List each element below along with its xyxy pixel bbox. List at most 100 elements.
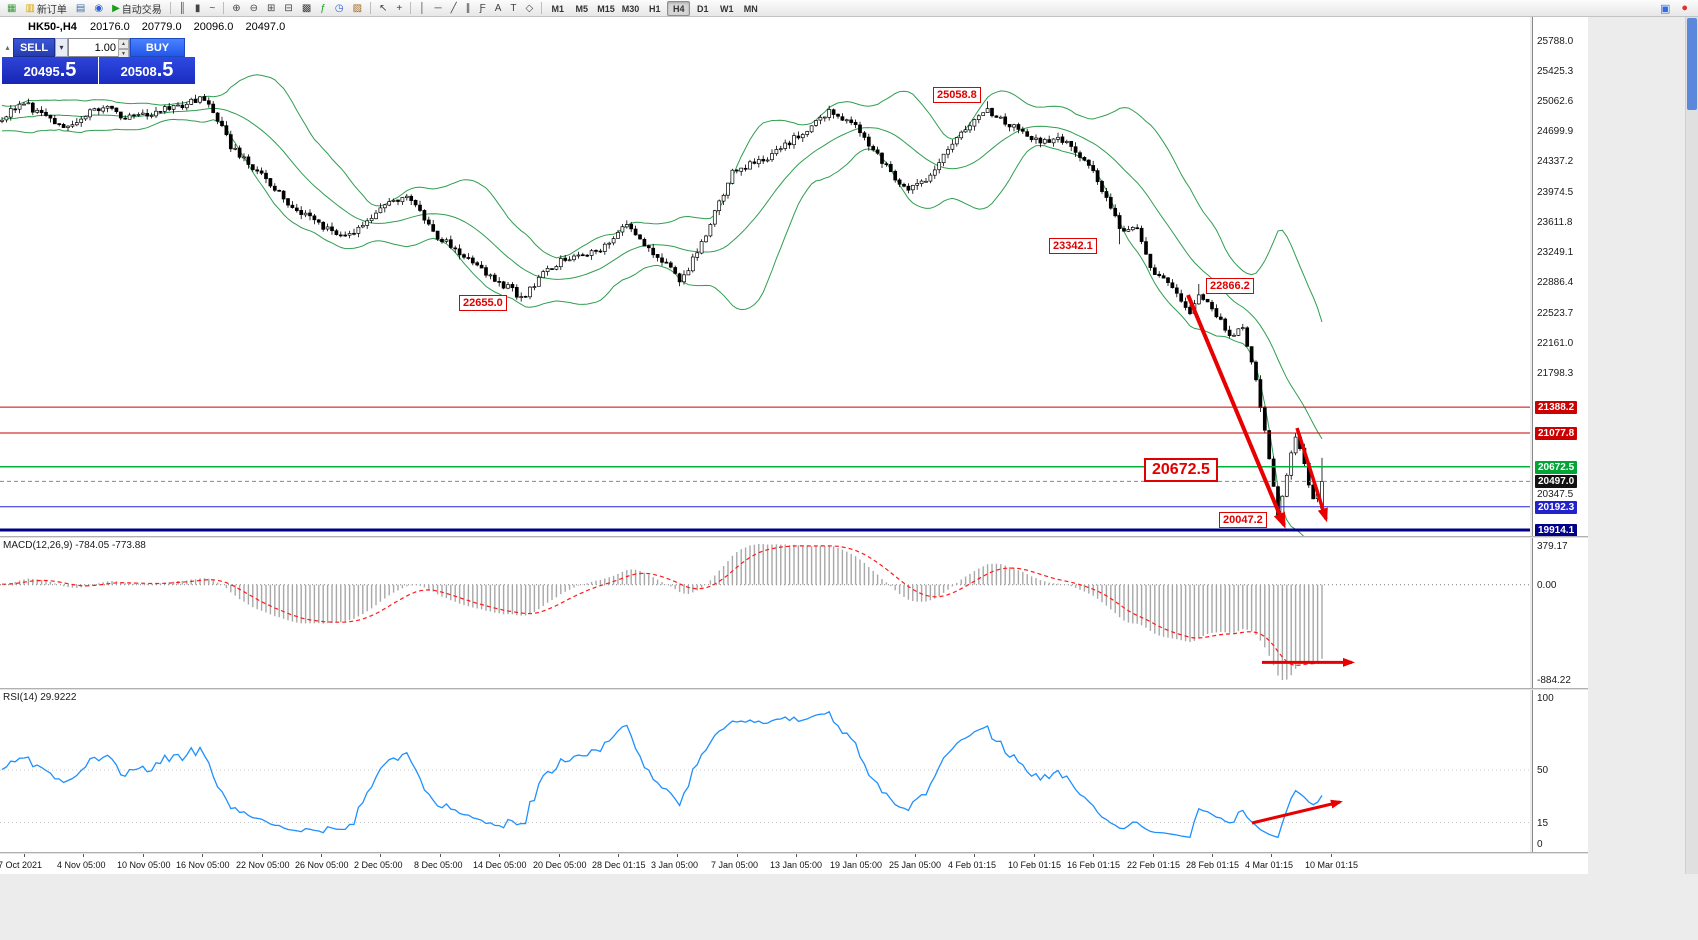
price-callout[interactable]: 22866.2 xyxy=(1206,278,1254,294)
time-axis-label: 22 Feb 01:15 xyxy=(1127,860,1181,870)
time-axis-label: 28 Feb 01:15 xyxy=(1186,860,1240,870)
channel-icon[interactable]: ∥ xyxy=(462,1,475,16)
volume-input[interactable]: 1.00 ▲ ▼ xyxy=(68,38,130,59)
scrollbar-thumb[interactable] xyxy=(1687,18,1697,110)
crosshair-icon[interactable]: + xyxy=(392,1,406,16)
time-axis-tick xyxy=(1212,854,1213,857)
timeframe-mn-button[interactable]: MN xyxy=(743,3,758,14)
price-axis-tick: 23611.8 xyxy=(1537,217,1573,228)
rsi-axis-label: 15 xyxy=(1537,818,1549,829)
indicators-icon[interactable]: ƒ xyxy=(316,1,330,16)
timeframe-d1-button[interactable]: D1 xyxy=(696,3,709,14)
candlestick-chart[interactable] xyxy=(0,17,1530,536)
timeframe-h1-button[interactable]: H1 xyxy=(648,3,661,14)
auto-arrange-icon: ▩ xyxy=(301,2,312,14)
timeframe-m30-button[interactable]: M30 xyxy=(621,3,640,14)
rsi-axis-label: 100 xyxy=(1537,693,1554,704)
time-axis-tick xyxy=(796,854,797,857)
zoom-in-icon[interactable]: ⊕ xyxy=(228,1,244,16)
time-axis-tick xyxy=(202,854,203,857)
panel-separator[interactable] xyxy=(0,536,1588,538)
line-chart-icon: ~ xyxy=(209,2,216,14)
candles-chart-icon[interactable]: ▮ xyxy=(191,1,205,16)
timeframe-m15-button[interactable]: M15 xyxy=(597,3,615,14)
time-axis-tick xyxy=(915,854,916,857)
profiles-icon: ▤ xyxy=(75,2,86,14)
periods-icon: ◷ xyxy=(334,2,344,14)
main-chart[interactable]: HK50-,H4 20176.0 20779.0 20096.0 20497.0… xyxy=(0,17,1530,536)
autotrading-button[interactable]: ▶ 自动交易 xyxy=(112,2,162,16)
time-axis-tick xyxy=(440,854,441,857)
horizontal-line-icon[interactable]: ─ xyxy=(431,1,446,16)
bars-chart-icon[interactable]: ║ xyxy=(175,1,190,16)
new-chart-icon[interactable]: ▦ xyxy=(3,1,20,16)
buy-price[interactable]: 20508.5 xyxy=(99,57,195,84)
label-icon[interactable]: T xyxy=(506,1,520,16)
vertical-scrollbar[interactable] xyxy=(1685,17,1698,874)
toolbar-separator xyxy=(223,2,225,14)
price-axis-tick: 22523.7 xyxy=(1537,308,1574,319)
price-axis-tick: 24337.2 xyxy=(1537,156,1574,167)
price-callout[interactable]: 20047.2 xyxy=(1219,512,1267,528)
cascade-windows-icon[interactable]: ⊟ xyxy=(280,1,296,16)
auto-arrange-icon[interactable]: ▩ xyxy=(298,1,315,16)
price-callout[interactable]: 25058.8 xyxy=(933,87,981,103)
time-axis-tick xyxy=(737,854,738,857)
time-axis-label: 16 Feb 01:15 xyxy=(1067,860,1121,870)
templates-icon[interactable]: ▨ xyxy=(349,1,366,16)
order-type-dropdown[interactable]: ▾ xyxy=(55,38,68,57)
timeframe-w1-button[interactable]: W1 xyxy=(720,3,734,14)
close-value: 20497.0 xyxy=(245,21,286,33)
panel-separator[interactable] xyxy=(0,852,1588,854)
price-tag: 20192.3 xyxy=(1535,501,1578,514)
time-axis-tick xyxy=(677,854,678,857)
shapes-icon[interactable]: ◇ xyxy=(522,1,538,16)
zoom-in-icon: ⊕ xyxy=(232,2,241,14)
tile-windows-icon[interactable]: ⊞ xyxy=(263,1,279,16)
volume-value[interactable]: 1.00 xyxy=(94,41,116,54)
time-axis[interactable]: 7 Oct 2021 4 Nov 05:00 10 Nov 05:00 16 Nov … xyxy=(0,854,1588,874)
periods-icon[interactable]: ◷ xyxy=(331,1,348,16)
buy-button[interactable]: BUY xyxy=(130,38,185,57)
panel-collapse-toggle[interactable]: ▴ xyxy=(5,43,10,52)
volume-spinner: ▲ ▼ xyxy=(118,39,129,59)
profiles-icon[interactable]: ▤ xyxy=(72,1,89,16)
time-axis-label: 7 Jan 05:00 xyxy=(711,860,759,870)
new-chart-icon: ▦ xyxy=(7,2,17,14)
cursor-icon[interactable]: ↖ xyxy=(375,1,391,16)
channel-icon: ∥ xyxy=(465,2,471,14)
notifications-icon[interactable]: ● xyxy=(1681,2,1688,14)
panel-separator[interactable] xyxy=(0,688,1588,690)
market-watch-icon[interactable]: ◉ xyxy=(90,1,107,16)
high-value: 20779.0 xyxy=(141,21,182,33)
price-axis[interactable]: 25788.0 25425.3 25062.6 24699.9 24337.2 23974… xyxy=(1532,17,1588,874)
open-value: 20176.0 xyxy=(89,21,130,33)
time-axis-label: 20 Dec 05:00 xyxy=(533,860,587,870)
timeframe-m5-button[interactable]: M5 xyxy=(575,3,588,14)
price-callout[interactable]: 22655.0 xyxy=(459,295,507,311)
text-icon[interactable]: A xyxy=(491,1,506,16)
zoom-out-icon[interactable]: ⊖ xyxy=(246,1,262,16)
price-callout[interactable]: 20672.5 xyxy=(1144,458,1218,482)
horizontal-line-icon: ─ xyxy=(434,2,442,14)
price-callout[interactable]: 23342.1 xyxy=(1049,238,1097,254)
sell-button[interactable]: SELL xyxy=(13,38,55,57)
zoom-out-icon: ⊖ xyxy=(249,2,259,14)
vertical-line-icon[interactable]: │ xyxy=(415,1,429,16)
macd-panel[interactable]: MACD(12,26,9) -784.05 -773.88 xyxy=(0,538,1530,688)
timeframe-m1-button[interactable]: M1 xyxy=(551,3,564,14)
time-axis-tick xyxy=(1271,854,1272,857)
rsi-panel[interactable]: RSI(14) 29.9222 xyxy=(0,690,1530,852)
fibonacci-icon[interactable]: Ƒ xyxy=(476,1,490,16)
sell-price[interactable]: 20495.5 xyxy=(2,57,98,84)
templates-icon: ▨ xyxy=(352,2,363,14)
timeframe-h4-button[interactable]: H4 xyxy=(667,0,691,16)
price-tag: 20497.0 xyxy=(1535,475,1578,488)
chart-window-icon[interactable]: ▣ xyxy=(1659,2,1671,15)
new-order-button[interactable]: ▥ 新订单 xyxy=(25,2,67,16)
line-chart-icon[interactable]: ~ xyxy=(205,1,219,16)
volume-up-button[interactable]: ▲ xyxy=(118,39,129,49)
toolbar-separator xyxy=(370,2,372,14)
trendline-icon[interactable]: ╱ xyxy=(447,1,461,16)
